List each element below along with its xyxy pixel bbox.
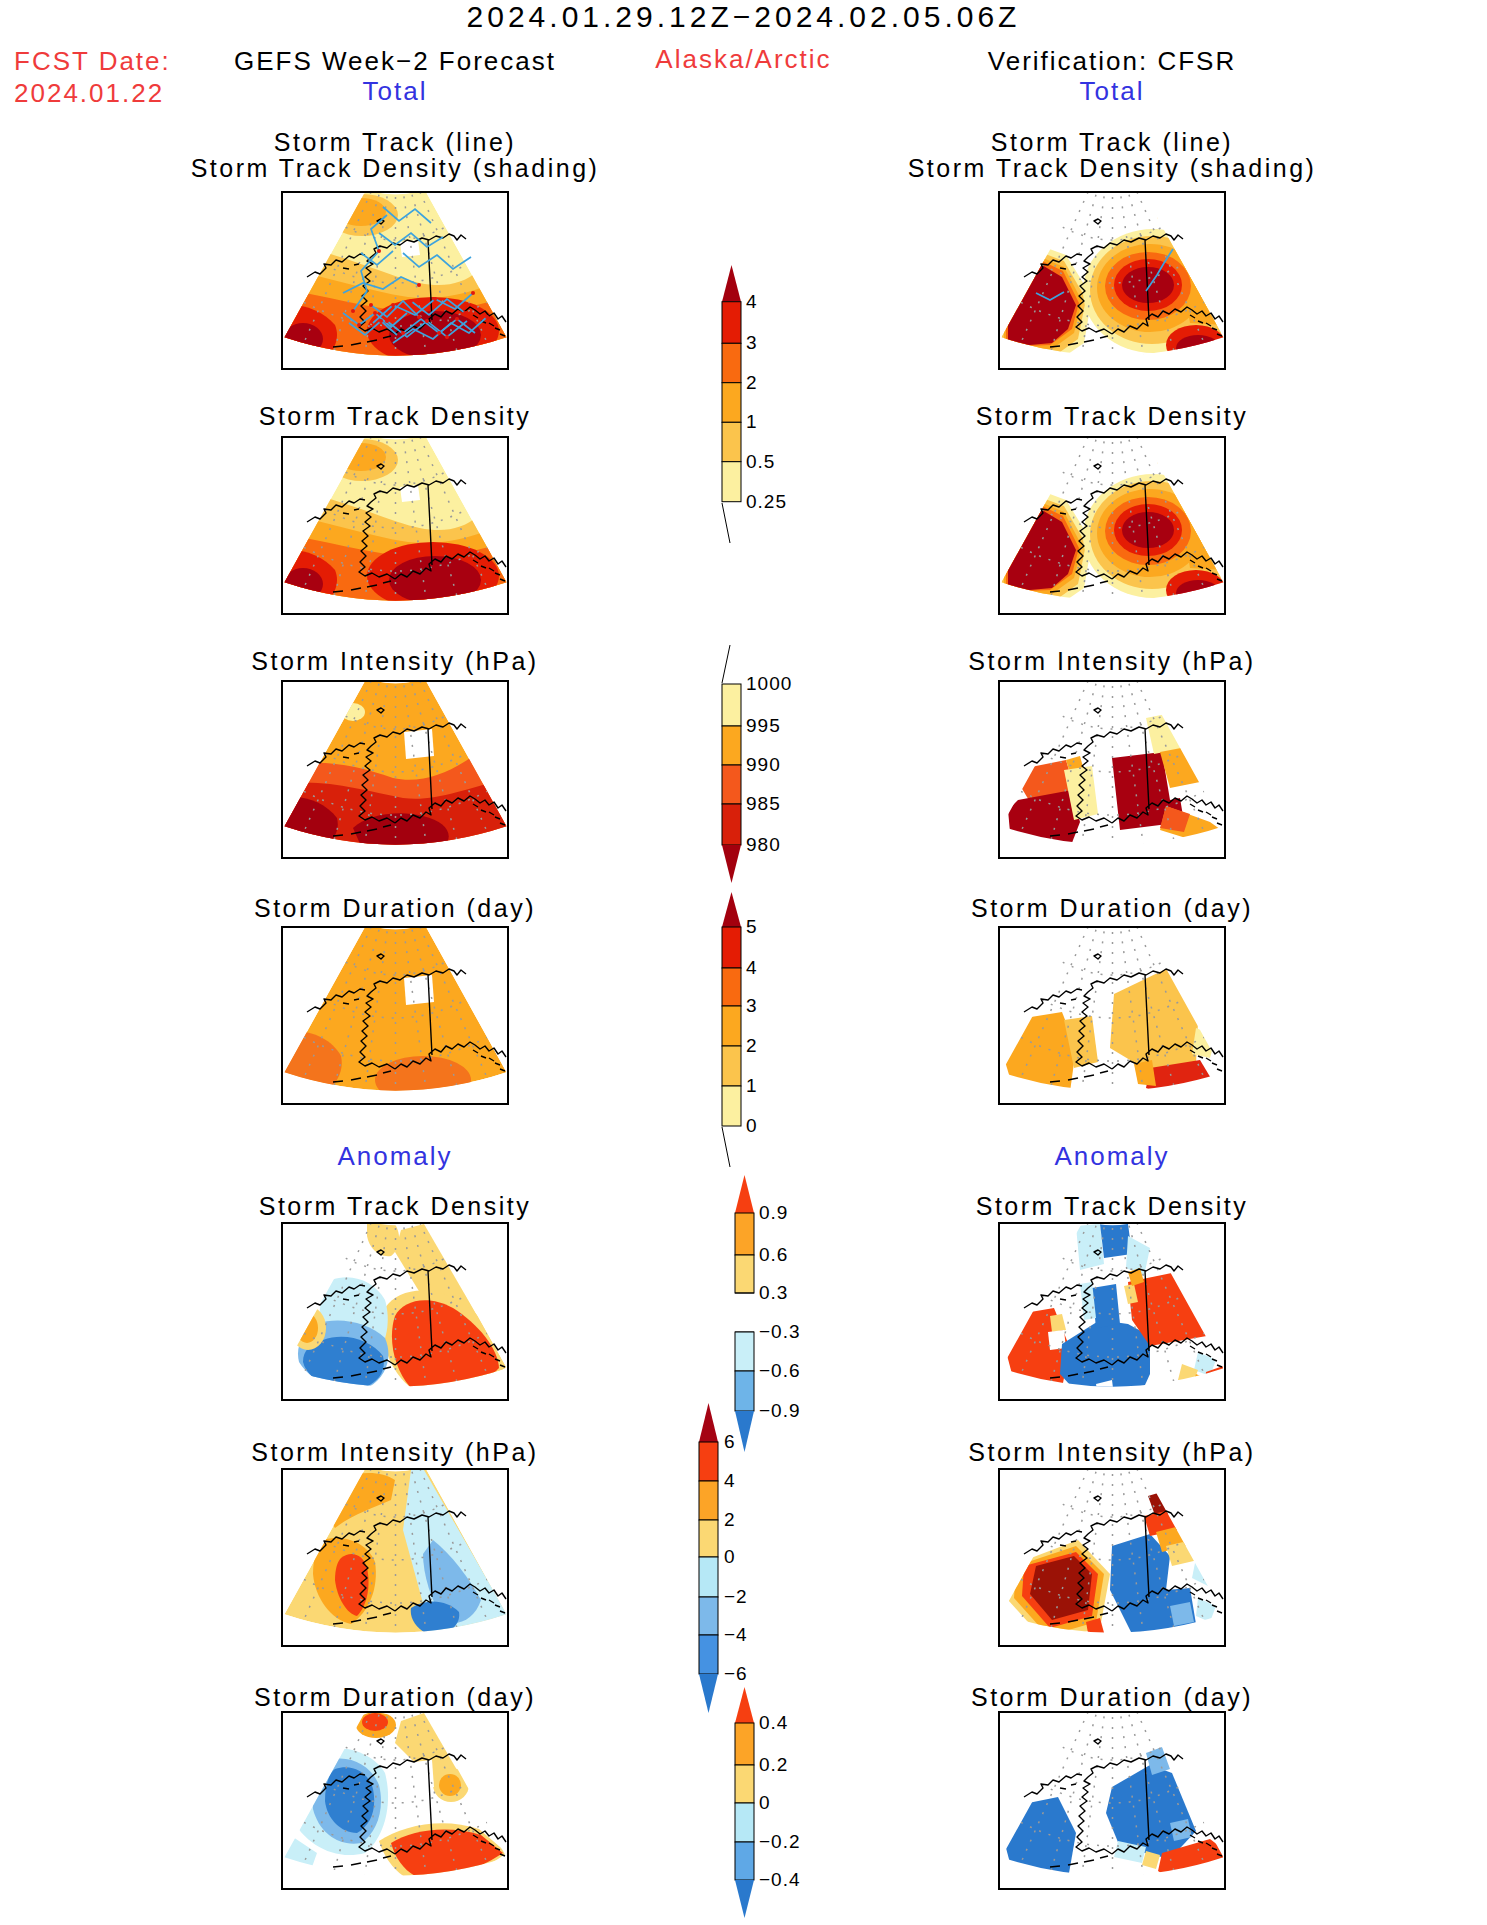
map-verification-duration-total: [998, 926, 1226, 1105]
section-total-right: Total: [862, 76, 1362, 107]
row1-title-line2-right: Storm Track Density (shading): [862, 154, 1362, 183]
cb6-label-02: 0.2: [759, 1754, 788, 1776]
cb3-label-1: 1: [746, 1075, 758, 1097]
map-forecast-track-density-total: [281, 436, 509, 615]
cb6-label-0: 0: [759, 1792, 771, 1814]
row2-title-left: Storm Track Density: [145, 402, 645, 431]
cb5-label-m2: −2: [724, 1586, 748, 1608]
colorbar-duration-anomaly: [734, 1685, 758, 1921]
row1-title-line1-left: Storm Track (line): [145, 128, 645, 157]
row2-title-right: Storm Track Density: [862, 402, 1362, 431]
cb1-label-4: 4: [746, 291, 758, 313]
colorbar-duration-total: [721, 890, 745, 1170]
valid-period-title: 2024.01.29.12Z−2024.02.05.06Z: [0, 0, 1487, 34]
map-verification-track-lines-density: [998, 191, 1226, 370]
cb1-label-2: 2: [746, 372, 758, 394]
map-forecast-duration-anomaly: [281, 1711, 509, 1890]
map-verification-track-density-anomaly: [998, 1222, 1226, 1401]
cb2-label-980: 980: [746, 834, 781, 856]
cb3-label-0: 0: [746, 1115, 758, 1137]
cb5-label-2: 2: [724, 1509, 736, 1531]
row6-title-left: Storm Intensity (hPa): [145, 1438, 645, 1467]
cb4-label-09: 0.9: [759, 1202, 788, 1224]
cb3-label-4: 4: [746, 957, 758, 979]
cb3-label-3: 3: [746, 995, 758, 1017]
section-total-left: Total: [145, 76, 645, 107]
cb2-label-1000: 1000: [746, 673, 792, 695]
colorbar-track-density-total: [721, 263, 745, 547]
colorbar-intensity-anomaly: [698, 1401, 722, 1717]
cb2-label-985: 985: [746, 793, 781, 815]
row7-title-right: Storm Duration (day): [862, 1683, 1362, 1712]
cb6-label-m02: −0.2: [759, 1831, 801, 1853]
cb6-label-m04: −0.4: [759, 1869, 801, 1891]
cb1-label-025: 0.25: [746, 491, 787, 513]
figure-page: 2024.01.29.12Z−2024.02.05.06Z FCST Date:…: [0, 0, 1487, 1925]
cb1-label-1: 1: [746, 411, 758, 433]
row4-title-right: Storm Duration (day): [862, 894, 1362, 923]
map-verification-intensity-total: [998, 680, 1226, 859]
verification-header: Verification: CFSR: [862, 46, 1362, 77]
row5-title-left: Storm Track Density: [145, 1192, 645, 1221]
colorbar-track-density-anomaly: [734, 1173, 758, 1455]
cb5-label-m6: −6: [724, 1663, 748, 1685]
row4-title-left: Storm Duration (day): [145, 894, 645, 923]
map-forecast-track-lines-density: [281, 191, 509, 370]
map-forecast-intensity-total: [281, 680, 509, 859]
cb1-label-05: 0.5: [746, 451, 775, 473]
section-anomaly-right: Anomaly: [862, 1141, 1362, 1172]
cb4-label-m06: −0.6: [759, 1360, 801, 1382]
colorbar-intensity-total: [721, 643, 745, 888]
row3-title-left: Storm Intensity (hPa): [145, 647, 645, 676]
cb5-label-6: 6: [724, 1431, 736, 1453]
section-anomaly-left: Anomaly: [145, 1141, 645, 1172]
cb4-label-06: 0.6: [759, 1244, 788, 1266]
cb5-label-4: 4: [724, 1470, 736, 1492]
map-forecast-intensity-anomaly: [281, 1468, 509, 1647]
row6-title-right: Storm Intensity (hPa): [862, 1438, 1362, 1467]
row1-title-line1-right: Storm Track (line): [862, 128, 1362, 157]
cb5-label-m4: −4: [724, 1624, 748, 1646]
map-verification-intensity-anomaly: [998, 1468, 1226, 1647]
map-verification-duration-anomaly: [998, 1711, 1226, 1890]
cb5-label-0: 0: [724, 1546, 736, 1568]
cb4-label-m09: −0.9: [759, 1400, 801, 1422]
cb3-label-5: 5: [746, 916, 758, 938]
row5-title-right: Storm Track Density: [862, 1192, 1362, 1221]
row3-title-right: Storm Intensity (hPa): [862, 647, 1362, 676]
cb2-label-995: 995: [746, 715, 781, 737]
cb1-label-3: 3: [746, 332, 758, 354]
map-verification-track-density-total: [998, 436, 1226, 615]
row7-title-left: Storm Duration (day): [145, 1683, 645, 1712]
cb4-label-m03: −0.3: [759, 1321, 801, 1343]
row1-title-line2-left: Storm Track Density (shading): [145, 154, 645, 183]
map-forecast-duration-total: [281, 926, 509, 1105]
fcst-date-value: 2024.01.22: [14, 78, 164, 109]
cb6-label-04: 0.4: [759, 1712, 788, 1734]
cb2-label-990: 990: [746, 754, 781, 776]
cb3-label-2: 2: [746, 1035, 758, 1057]
map-forecast-track-density-anomaly: [281, 1222, 509, 1401]
cb4-label-03: 0.3: [759, 1282, 788, 1304]
